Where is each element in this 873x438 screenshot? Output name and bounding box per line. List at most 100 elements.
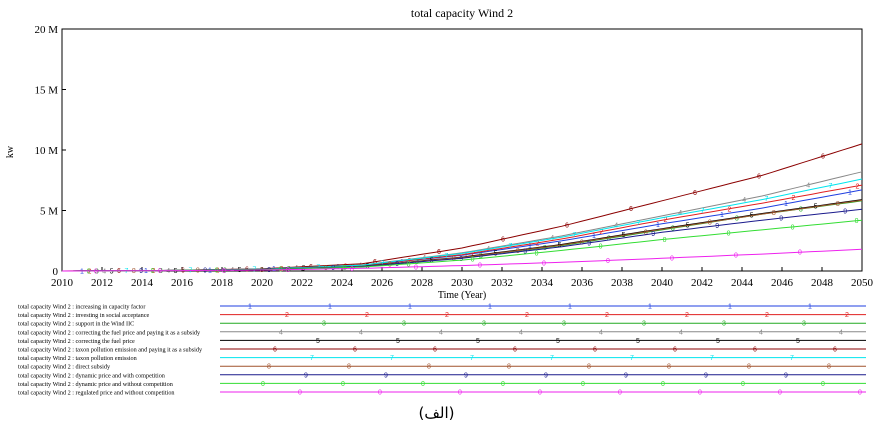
series-point-marker: 8: [644, 229, 648, 236]
y-tick-label: 20 M: [34, 24, 58, 36]
series-point-marker: 4: [678, 210, 682, 217]
series-point-marker: 4: [166, 268, 170, 275]
legend-marker: 3: [722, 321, 726, 328]
legend-marker: 5: [316, 338, 320, 345]
legend-marker: 6: [433, 347, 437, 354]
series-point-marker: 8: [196, 268, 200, 275]
series-point-marker: 7: [572, 232, 576, 239]
x-tick-label: 2014: [131, 277, 154, 289]
series-point-marker: 1: [144, 268, 148, 275]
legend-marker: 8: [267, 364, 271, 371]
legend-marker: 7: [790, 355, 794, 362]
series-point-marker: 2: [407, 258, 411, 265]
series-point-marker: 0: [734, 253, 738, 260]
x-tick-label: 2012: [91, 277, 113, 289]
series-point-marker: 6: [373, 259, 377, 266]
legend-marker: 6: [753, 347, 757, 354]
series-point-marker: 2: [599, 229, 603, 236]
series-point-marker: 0: [670, 255, 674, 262]
y-ticks: 0 5 M 10 M 15 M 20 M: [34, 24, 66, 278]
series-point-marker: 9: [203, 268, 207, 275]
figure-caption: (الف): [418, 404, 455, 422]
legend-label: total capacity Wind 2 : regulated price …: [18, 390, 175, 397]
series-point-marker: 0: [151, 268, 155, 275]
legend-marker: 3: [322, 321, 326, 328]
x-tick-label: 2032: [491, 277, 513, 289]
legend-marker: 3: [642, 321, 646, 328]
legend-label: total capacity Wind 2 : support in the W…: [18, 321, 134, 328]
series-point-marker: 0: [663, 237, 667, 244]
series-point-marker: 2: [151, 268, 155, 275]
x-axis-label: Time (Year): [438, 290, 486, 301]
legend-marker: 8: [827, 364, 831, 371]
legend-marker: 7: [550, 355, 554, 362]
series-point-marker: 1: [80, 268, 84, 275]
legend-marker: 7: [710, 355, 714, 362]
series-point-marker: 7: [444, 253, 448, 260]
legend-marker: 0: [778, 390, 782, 397]
series-point-marker: 2: [535, 240, 539, 247]
legend-marker: 2: [845, 312, 849, 319]
series-point-marker: 6: [693, 190, 697, 197]
legend-marker: 2: [605, 312, 609, 319]
series-point-marker: 4: [742, 197, 746, 204]
legend-label: total capacity Wind 2 : increasing in ca…: [18, 304, 145, 311]
x-tick-label: 2010: [51, 277, 74, 289]
series-point-marker: 9: [523, 249, 527, 256]
legend-marker: 7: [470, 355, 474, 362]
series-point-marker: 4: [422, 255, 426, 262]
legend-marker: 9: [704, 372, 708, 379]
legend-marker: 0: [458, 390, 462, 397]
legend-label: total capacity Wind 2 : correcting the f…: [18, 329, 201, 336]
series-point-marker: 1: [720, 212, 724, 219]
series-point-marker: 7: [828, 183, 832, 190]
legend-marker: 4: [599, 329, 603, 336]
series-point-marker: 1: [528, 243, 532, 250]
chart-title: total capacity Wind 2: [411, 6, 513, 20]
legend-marker: 8: [587, 364, 591, 371]
series-point-marker: 3: [607, 236, 611, 243]
series-point-marker: 0: [94, 268, 98, 275]
legend-marker: 1: [328, 304, 332, 311]
x-tick-label: 2048: [811, 277, 834, 289]
series-point-marker: 5: [110, 268, 114, 275]
legend-label: total capacity Wind 2 : dynamic price an…: [18, 381, 173, 388]
series-point-marker: 6: [821, 154, 825, 161]
series-point-marker: 0: [222, 268, 226, 275]
series-point-marker: 6: [181, 268, 185, 275]
legend-marker: 0: [421, 381, 425, 388]
legend-marker: 9: [384, 372, 388, 379]
series-point-marker: 0: [350, 266, 354, 273]
series-point-marker: 2: [791, 195, 795, 202]
x-tick-label: 2022: [291, 277, 313, 289]
series-point-marker: 8: [836, 201, 840, 208]
series-point-marker: 9: [779, 216, 783, 223]
series-line: [61, 143, 863, 272]
legend-marker: 4: [759, 329, 763, 336]
legend-label: total capacity Wind 2 : taxon pollution …: [18, 355, 137, 362]
legend-marker: 2: [685, 312, 689, 319]
series-point-marker: 9: [715, 223, 719, 230]
series-point-marker: 0: [478, 262, 482, 269]
series-line: [62, 248, 863, 272]
series-point-marker: 4: [102, 268, 106, 275]
legend-marker: 7: [310, 355, 314, 362]
series-point-marker: 1: [592, 233, 596, 240]
series-point-marker: 9: [139, 268, 143, 275]
legend-marker: 1: [568, 304, 572, 311]
series-point-marker: 7: [124, 268, 128, 275]
series-point-marker: 0: [727, 231, 731, 238]
x-tick-label: 2044: [731, 277, 754, 289]
x-tick-label: 2016: [171, 277, 194, 289]
x-tick-label: 2020: [251, 277, 274, 289]
x-tick-label: 2046: [771, 277, 794, 289]
series-point-marker: 7: [380, 260, 384, 267]
series-point-marker: 8: [132, 268, 136, 275]
legend-marker: 3: [562, 321, 566, 328]
y-tick-label: 15 M: [34, 85, 58, 97]
series-point-marker: 0: [599, 244, 603, 251]
legend-marker: 0: [698, 390, 702, 397]
x-tick-label: 2028: [411, 277, 434, 289]
